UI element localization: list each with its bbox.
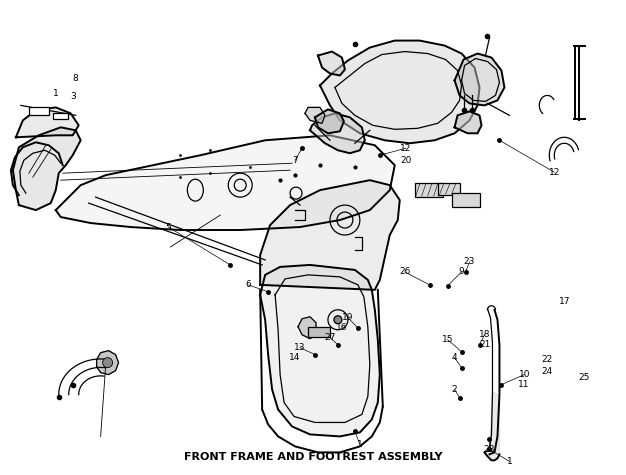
Bar (414, 183, 443, 197)
Text: 19: 19 (342, 314, 354, 322)
Text: 22: 22 (541, 355, 553, 364)
Circle shape (103, 358, 113, 368)
Polygon shape (298, 317, 316, 339)
Text: 9: 9 (459, 267, 464, 276)
Text: 23: 23 (464, 257, 475, 266)
Text: 1: 1 (53, 89, 59, 98)
Text: 17: 17 (558, 297, 570, 306)
Polygon shape (96, 351, 118, 375)
Bar (308, 327, 330, 337)
Text: 12: 12 (400, 144, 411, 153)
Text: 3: 3 (70, 92, 76, 101)
Text: 24: 24 (541, 367, 553, 376)
Polygon shape (454, 111, 481, 133)
Text: 27: 27 (324, 333, 336, 342)
Text: 20: 20 (400, 156, 411, 165)
Text: 16: 16 (336, 323, 347, 332)
Text: 10: 10 (518, 370, 530, 379)
Bar (438, 183, 459, 195)
Polygon shape (320, 40, 480, 143)
Text: 8: 8 (73, 74, 79, 83)
Polygon shape (260, 265, 380, 437)
Text: 1: 1 (357, 440, 362, 449)
Text: 26: 26 (399, 267, 411, 276)
Text: 13: 13 (294, 343, 305, 352)
Bar (29, 107, 49, 115)
Text: 6: 6 (245, 280, 251, 289)
Text: 7: 7 (292, 156, 298, 165)
Text: 2: 2 (452, 385, 458, 394)
Polygon shape (315, 109, 344, 133)
Text: 14: 14 (289, 353, 300, 362)
Polygon shape (260, 180, 400, 290)
Text: FRONT FRAME AND FOOTREST ASSEMBLY: FRONT FRAME AND FOOTREST ASSEMBLY (184, 452, 442, 462)
Text: 25: 25 (578, 373, 590, 382)
Text: 12: 12 (548, 168, 560, 177)
Text: 1: 1 (506, 457, 512, 466)
Polygon shape (454, 54, 505, 105)
Polygon shape (56, 135, 395, 230)
Circle shape (334, 316, 342, 324)
Bar (53, 114, 68, 119)
Polygon shape (305, 107, 325, 124)
Text: 11: 11 (518, 380, 529, 389)
Text: 18: 18 (479, 330, 490, 339)
Text: 21: 21 (480, 340, 491, 349)
Text: 28: 28 (484, 445, 495, 454)
Bar (451, 193, 480, 207)
Polygon shape (485, 392, 500, 460)
Text: 15: 15 (442, 335, 453, 344)
Polygon shape (16, 107, 79, 137)
Polygon shape (310, 114, 365, 153)
Text: 4: 4 (452, 353, 458, 362)
Polygon shape (318, 52, 345, 76)
Polygon shape (13, 127, 81, 210)
Text: 5: 5 (165, 222, 172, 231)
